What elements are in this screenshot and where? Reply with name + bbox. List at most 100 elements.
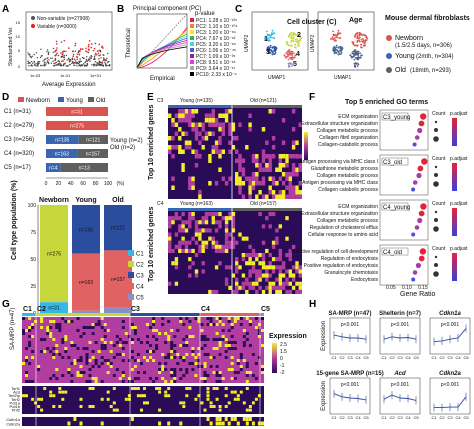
heatmap-cell <box>194 362 198 365</box>
heatmap-cell <box>218 136 222 141</box>
plot-frame <box>379 317 421 355</box>
heatmap-cell <box>227 329 231 332</box>
heatmap-cell <box>251 172 256 177</box>
panel-c-ylabel-2: UMAP2 <box>310 35 316 52</box>
heatmap-cell <box>218 371 222 374</box>
heatmap-cell <box>173 374 177 377</box>
heatmap-cell <box>182 374 186 377</box>
variable-point <box>95 53 98 56</box>
heatmap-cell <box>76 371 80 374</box>
heatmap-cell <box>91 377 95 380</box>
heatmap-cell <box>91 326 95 329</box>
stack-legend-swatch <box>128 250 134 256</box>
heatmap-cell <box>58 405 62 408</box>
heatmap-cell <box>238 176 242 181</box>
heatmap-cell <box>118 377 122 380</box>
heatmap-cell <box>208 118 212 123</box>
heatmap-cell <box>179 421 183 426</box>
heatmap-cell <box>257 335 261 338</box>
heatmap-cell <box>197 320 201 323</box>
heatmap-cell <box>291 273 296 278</box>
heatmap-cell <box>255 257 259 262</box>
heatmap-cell <box>224 240 229 245</box>
heatmap-cell <box>288 281 292 286</box>
heatmap-cell <box>130 368 134 371</box>
nonvariable-point <box>79 58 81 60</box>
heatmap-cell <box>239 353 243 356</box>
heatmap-cell <box>197 353 201 356</box>
nonvariable-point <box>39 56 42 59</box>
umap-point <box>293 52 295 55</box>
heatmap-cell <box>121 380 125 383</box>
heatmap-cell <box>200 377 204 380</box>
dotplot-frame <box>379 109 429 151</box>
heatmap-cell <box>224 109 229 114</box>
nonvariable-point <box>93 58 96 60</box>
heatmap-cell <box>288 273 292 278</box>
nonvariable-point <box>28 62 30 64</box>
count-dot <box>433 181 439 187</box>
umap-point <box>290 32 293 34</box>
heatmap-cell <box>228 109 232 114</box>
heatmap-cell <box>235 269 239 274</box>
heatmap-cell <box>230 326 234 329</box>
heatmap-cell <box>245 332 249 335</box>
heatmap-cell <box>212 405 216 408</box>
heatmap-cell <box>170 368 174 371</box>
panel-a-ytick: 0 <box>18 64 21 69</box>
heatmap-cell <box>278 163 282 168</box>
umap-point <box>296 41 299 44</box>
heatmap-cell <box>288 190 292 195</box>
plot-frame <box>429 317 471 355</box>
heatmap-cell <box>230 341 234 344</box>
x-tick-label: C3 <box>347 355 353 360</box>
heatmap-cell <box>61 341 65 344</box>
umap-age-point <box>340 52 343 54</box>
heatmap-cell <box>170 374 174 377</box>
go-term: Granulocyte chemotaxis <box>324 270 378 276</box>
umap-point <box>273 37 276 39</box>
heatmap-cell <box>112 374 116 377</box>
heatmap-cell <box>211 236 215 241</box>
heatmap-cell <box>218 408 222 412</box>
heatmap-cell <box>182 338 186 341</box>
heatmap-cell <box>209 405 213 408</box>
heatmap-cell <box>100 347 104 350</box>
bar-segment <box>46 163 61 172</box>
x-tick-label: C2 <box>339 415 345 420</box>
heatmap-cell <box>176 353 180 356</box>
heatmap-cell <box>25 374 28 377</box>
heatmap-cell <box>155 347 159 350</box>
heatmap-cell <box>167 320 171 323</box>
nonvariable-point <box>71 58 74 61</box>
heatmap-cell <box>188 145 192 150</box>
heatmap-cell <box>194 269 199 274</box>
heatmap-cell <box>49 377 53 380</box>
heatmap-cell <box>85 380 89 383</box>
nonvariable-point <box>34 63 36 65</box>
variable-point <box>61 53 64 56</box>
y-tick-label: 25 <box>30 284 36 290</box>
pc-name: PC2: 1.10 x 10⁻¹⁰⁹ <box>196 24 238 30</box>
go-term: Glutathione metabolic process <box>311 166 379 172</box>
heatmap-cell <box>191 362 195 365</box>
heatmap-cell <box>218 380 222 383</box>
heatmap-cell <box>88 387 92 390</box>
heatmap-cell <box>236 317 240 320</box>
nonvariable-point <box>46 49 49 51</box>
nonvariable-point <box>96 64 98 67</box>
heatmap-cell <box>261 261 266 266</box>
heatmap-cell <box>188 320 192 323</box>
heatmap-cell <box>188 326 192 329</box>
colorbar-tick: 2.5 <box>280 342 287 348</box>
heatmap-cell <box>201 240 205 245</box>
heatmap-cell <box>298 285 302 290</box>
heatmap-cell <box>164 394 168 398</box>
heatmap-cell <box>76 317 80 320</box>
heatmap-cell <box>271 154 276 159</box>
nonvariable-point <box>32 62 34 64</box>
x-tick-label: C4 <box>455 355 461 360</box>
go-term: Endocytosis <box>351 277 378 283</box>
colorbar-tick: 0 <box>299 144 302 149</box>
heatmap-cell <box>164 380 168 383</box>
